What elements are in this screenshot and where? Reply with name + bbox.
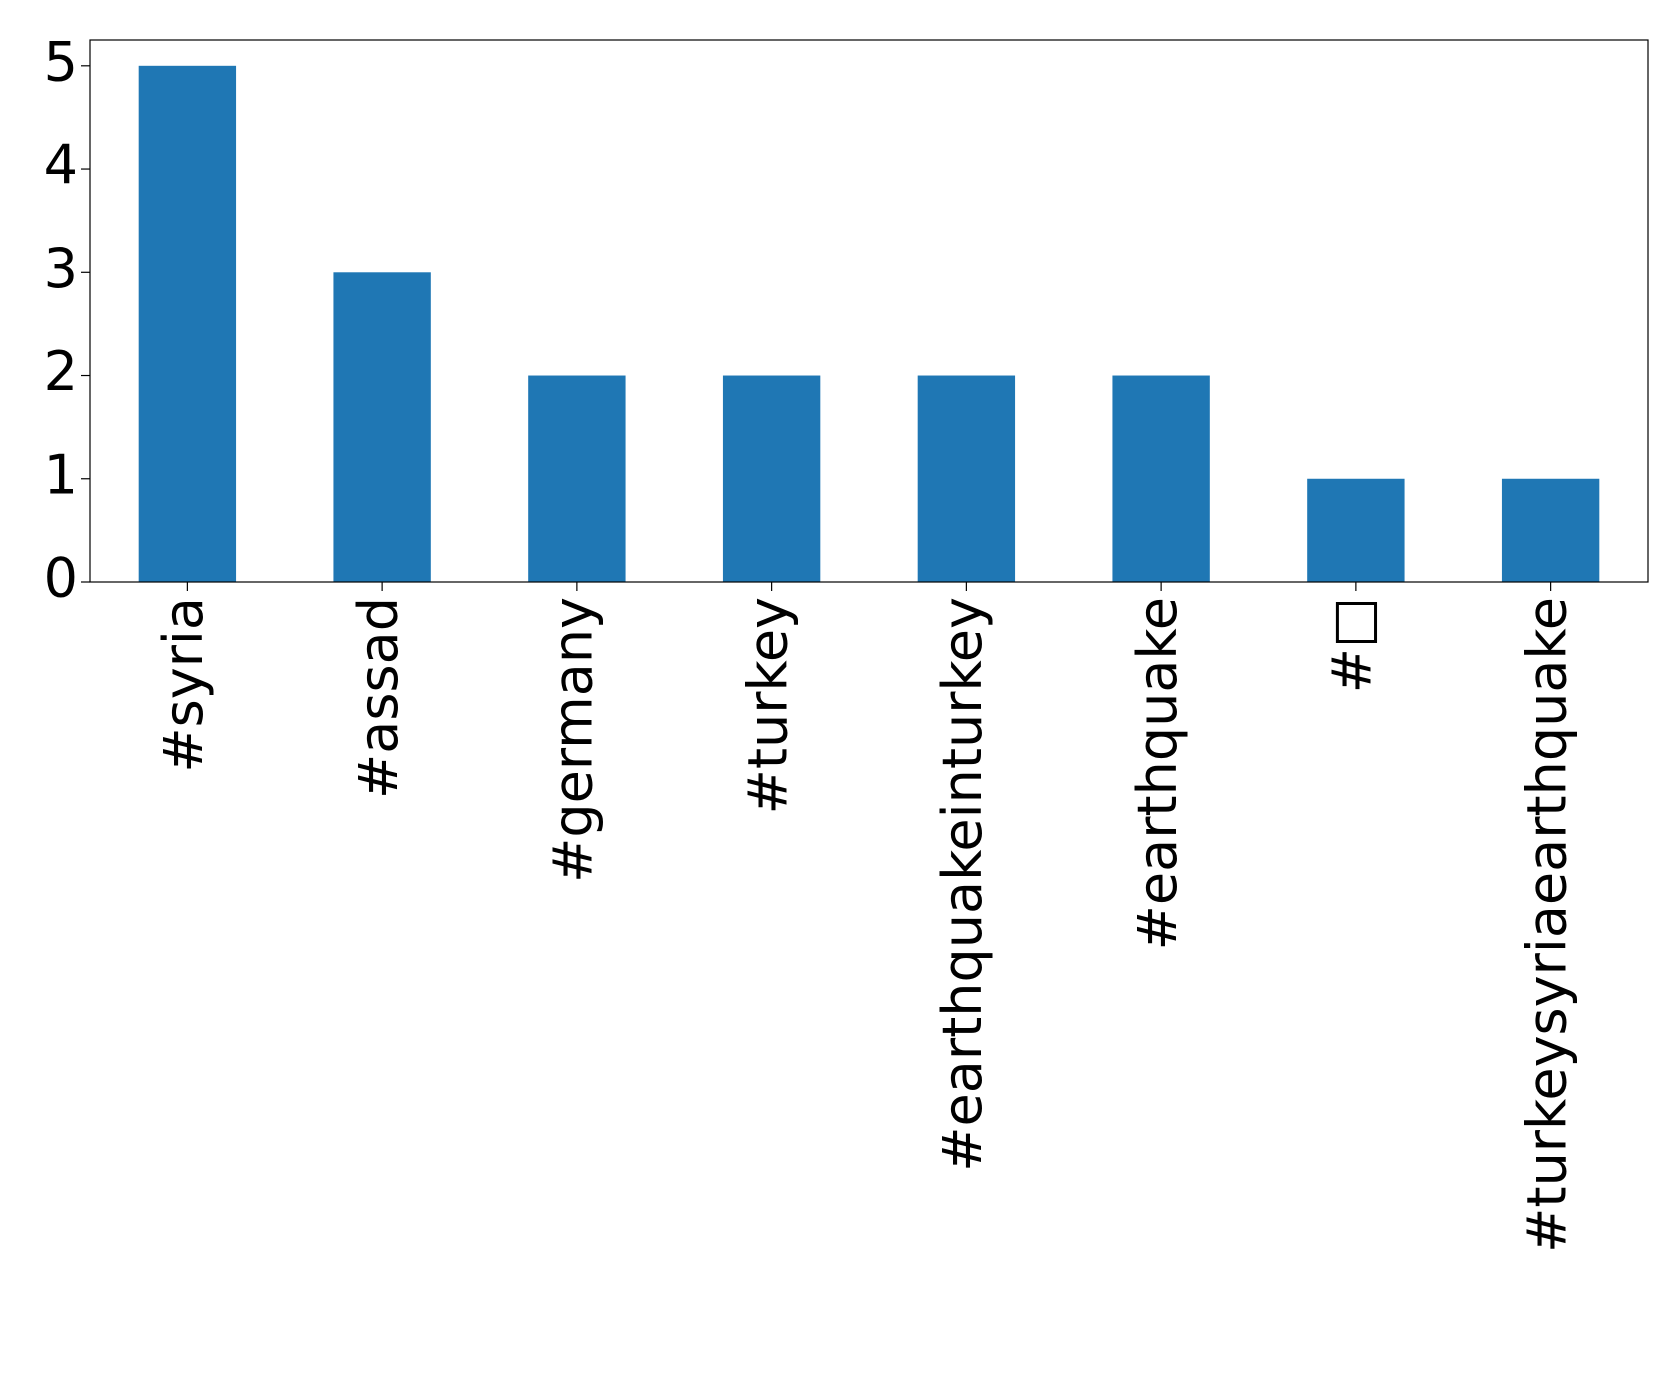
y-tick-label: 1 bbox=[44, 443, 78, 506]
bar bbox=[138, 65, 237, 583]
y-tick-label: 3 bbox=[44, 237, 78, 300]
x-tick-label: #syria bbox=[152, 597, 215, 773]
x-tick-label: #earthquake bbox=[1126, 597, 1189, 950]
bar bbox=[722, 375, 821, 582]
plot-frame bbox=[89, 39, 1649, 583]
bar bbox=[333, 272, 431, 582]
bar bbox=[917, 375, 1016, 582]
x-tick-label: #assad bbox=[347, 597, 410, 799]
bar bbox=[528, 375, 626, 582]
x-tick-label: #turkey bbox=[736, 597, 799, 814]
y-tick-label: 4 bbox=[44, 134, 78, 197]
bar bbox=[1112, 375, 1210, 582]
x-tick-label: #□ bbox=[1321, 597, 1384, 693]
bar bbox=[1307, 478, 1405, 582]
y-tick-label: 0 bbox=[44, 547, 78, 610]
y-tick-label: 2 bbox=[44, 340, 78, 403]
x-tick-label: #turkeysyriaearthquake bbox=[1515, 597, 1578, 1253]
bar bbox=[1501, 478, 1600, 582]
x-tick-label: #earthquakeinturkey bbox=[931, 597, 994, 1172]
y-tick-label: 5 bbox=[44, 30, 78, 93]
x-tick-label: #germany bbox=[542, 597, 605, 883]
